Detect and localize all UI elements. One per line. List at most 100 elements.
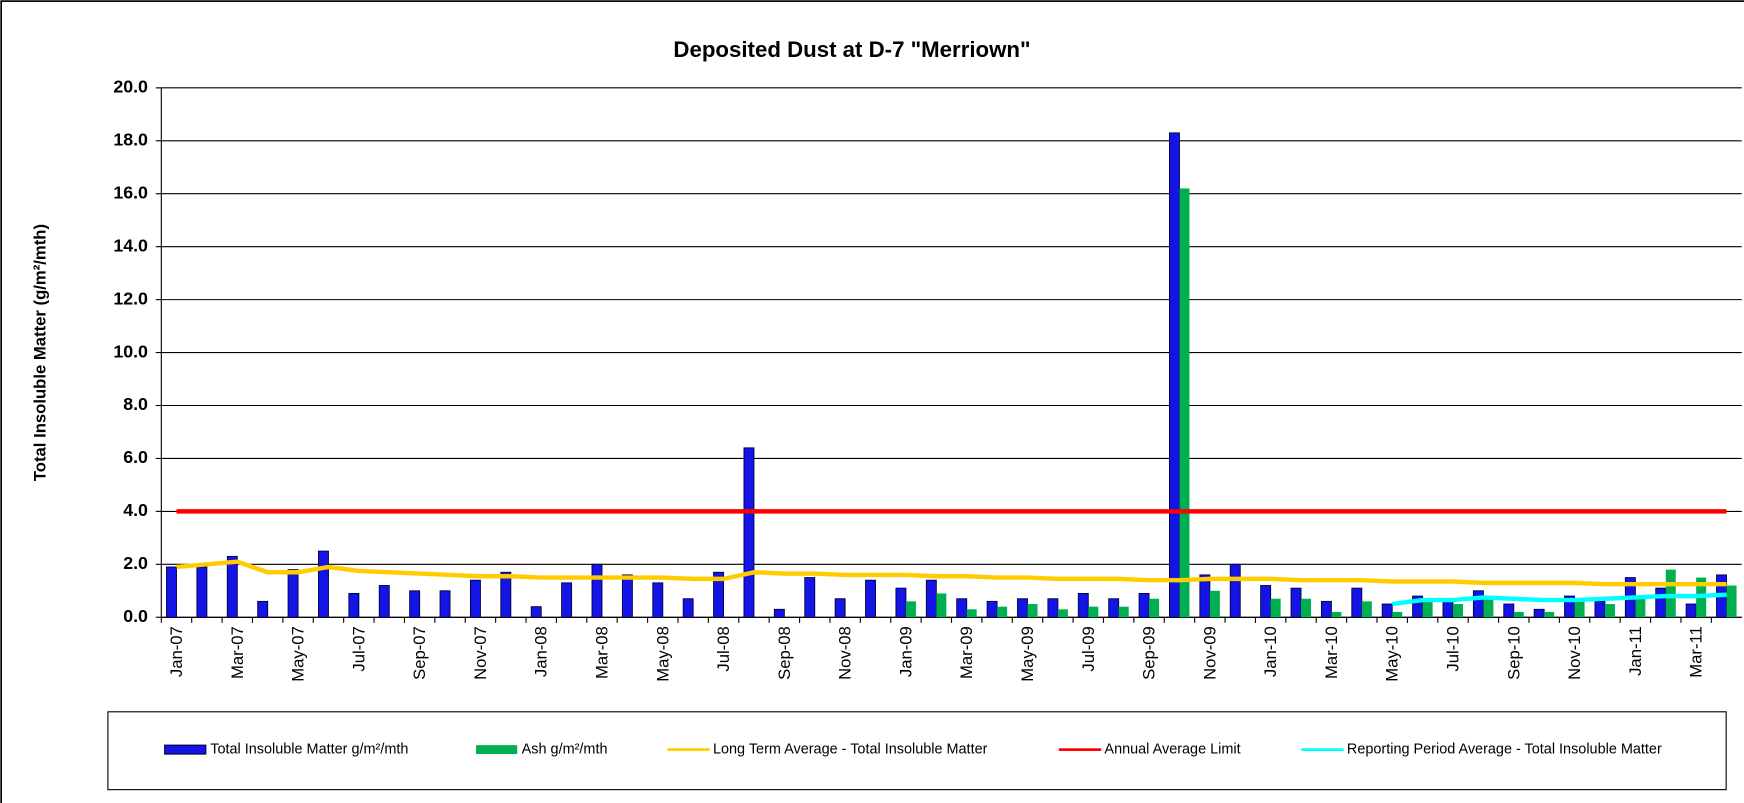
x-tick-label: Jul-10 [1444,626,1463,671]
y-tick-label: 6.0 [123,447,148,467]
legend-label: Annual Average Limit [1104,741,1240,757]
x-tick-label: Mar-10 [1322,626,1341,679]
bar [1331,611,1342,618]
legend-swatch [164,744,207,755]
x-tick-label: Jan-07 [167,626,186,677]
bar [1301,598,1312,618]
bar [905,601,916,618]
x-tick-label: Nov-07 [471,626,490,680]
bar [196,566,208,618]
bar [166,566,177,618]
y-tick-label: 8.0 [123,394,148,414]
y-tick-label: 16.0 [113,182,148,202]
bar [1057,609,1068,618]
x-tick-label: Nov-10 [1565,626,1584,680]
bar [956,598,968,618]
bar [409,590,421,618]
legend-label: Ash g/m²/mth [522,741,608,757]
bar [834,598,846,618]
x-tick-label: Nov-08 [836,626,855,680]
x-tick-label: Jul-08 [714,626,733,671]
legend-swatch [476,745,518,755]
x-tick-label: Mar-08 [593,626,612,679]
bar [1209,590,1220,618]
x-tick-label: Sep-10 [1504,626,1523,680]
x-tick-label: May-10 [1383,626,1402,682]
bar [1604,604,1615,618]
bar [378,585,390,618]
x-tick-label: Mar-09 [957,626,976,679]
bar [1260,585,1272,618]
y-tick-label: 2.0 [123,553,148,573]
bar [865,579,876,618]
bar [1179,188,1190,618]
bar [1392,611,1403,618]
x-tick-label: Mar-07 [228,626,247,679]
bar [1118,606,1129,618]
x-tick-label: Jan-08 [532,626,551,677]
bar [621,574,633,618]
bar [936,593,947,618]
x-tick-label: Jan-09 [896,626,915,677]
bar [1422,601,1433,618]
bar [1229,563,1241,618]
x-tick-label: May-07 [289,626,308,682]
x-tick-label: Mar-11 [1687,626,1706,678]
bar [1169,132,1180,618]
x-tick-label: Jul-07 [349,626,368,671]
bar [1472,590,1484,618]
bar [561,582,573,618]
bar [1483,598,1494,618]
bar [348,592,360,618]
y-tick-label: 20.0 [113,77,148,97]
bar [895,587,907,618]
chart-title: Deposited Dust at D-7 "Merriown" [673,37,1030,62]
x-tick-label: Jan-10 [1261,626,1280,677]
bar [1594,600,1606,618]
x-tick-label: May-08 [653,626,672,682]
legend-label: Reporting Period Average - Total Insolub… [1347,741,1662,757]
bar [1726,585,1737,618]
bar [804,577,816,618]
bar [1088,606,1099,618]
bar [1503,603,1515,618]
bar [1108,598,1120,618]
bar [1574,598,1585,618]
bar [1027,604,1038,618]
bar [1361,601,1372,618]
bar [986,600,998,618]
bar [1442,600,1454,618]
bar [1685,603,1697,618]
bar [439,590,451,618]
bar [1290,587,1302,618]
y-tick-label: 0.0 [123,606,148,626]
bar [1635,596,1646,618]
bar [925,579,937,618]
y-tick-label: 18.0 [113,130,148,150]
x-tick-label: Jul-09 [1079,626,1098,671]
bar [713,571,725,618]
bar [591,563,603,618]
y-tick-label: 12.0 [113,288,148,308]
bar [500,571,512,618]
bar [226,555,238,618]
bar [966,609,977,618]
bar [469,579,481,618]
bar [1655,587,1667,618]
x-tick-label: May-09 [1018,626,1037,682]
bar [1017,598,1028,618]
y-tick-label: 4.0 [123,500,148,520]
bar [1077,592,1089,618]
line [176,559,1727,587]
bar [1138,592,1150,618]
bar [743,447,755,618]
bar [1270,598,1281,618]
bar [682,598,694,618]
line [1391,592,1727,607]
x-tick-label: Sep-08 [775,626,794,680]
bar [1453,604,1464,618]
y-axis-label: Total Insoluble Matter (g/m²/mth) [31,224,50,481]
